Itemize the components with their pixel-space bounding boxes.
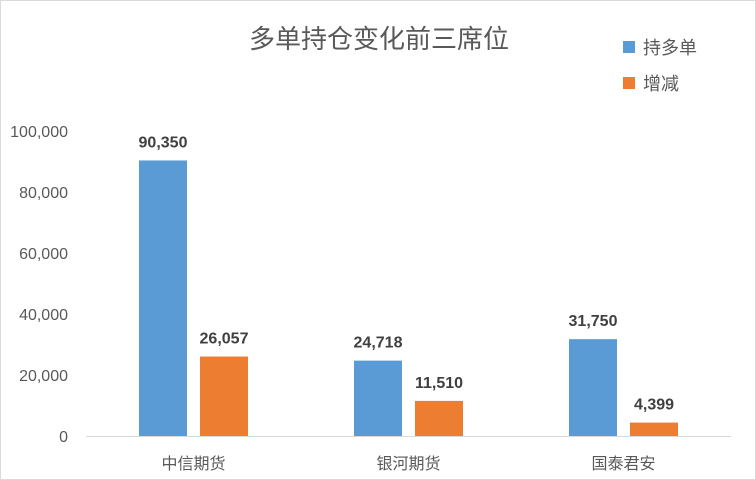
bar-series-1-1 <box>139 160 187 436</box>
bar-series-2-2 <box>415 400 463 436</box>
bars-group <box>139 160 678 436</box>
data-label: 26,057 <box>200 331 249 348</box>
legend-label-series-1: 持多单 <box>643 38 697 59</box>
legend: 持多单 增减 <box>623 38 697 95</box>
bar-series-2-3 <box>630 422 678 436</box>
legend-swatch-series-1 <box>623 41 635 53</box>
x-axis: 中信期货 银河期货 国泰君安 <box>86 436 731 473</box>
data-label: 4,399 <box>634 397 674 414</box>
chart-title: 多单持仓变化前三席位 <box>249 25 509 55</box>
x-category-label: 国泰君安 <box>591 454 655 473</box>
y-tick-label: 0 <box>59 429 68 446</box>
bar-series-1-2 <box>354 360 402 436</box>
y-tick-label: 40,000 <box>19 307 68 324</box>
bar-series-1-3 <box>569 339 617 436</box>
bar-series-2-1 <box>200 356 248 436</box>
x-category-label: 中信期货 <box>161 454 225 473</box>
y-tick-label: 20,000 <box>19 368 68 385</box>
legend-label-series-2: 增减 <box>643 74 679 95</box>
data-label: 90,350 <box>139 134 188 151</box>
y-tick-label: 80,000 <box>19 185 68 202</box>
y-axis: 0 20,000 40,000 60,000 80,000 100,000 <box>10 124 68 446</box>
data-labels-group: 90,350 26,057 24,718 11,510 31,750 4,399 <box>139 134 675 413</box>
data-label: 11,510 <box>415 375 463 392</box>
legend-swatch-series-2 <box>623 77 635 89</box>
x-category-label: 银河期货 <box>376 454 440 473</box>
data-label: 24,718 <box>354 335 403 352</box>
y-tick-label: 60,000 <box>19 246 68 263</box>
data-label: 31,750 <box>569 313 618 330</box>
y-tick-label: 100,000 <box>10 124 68 141</box>
